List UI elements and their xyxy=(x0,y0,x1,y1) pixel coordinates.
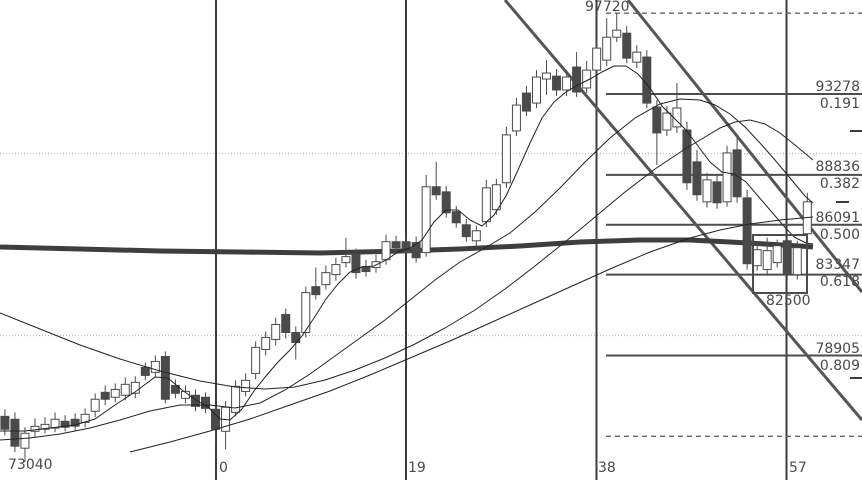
fib-price-label-93278: 93278 xyxy=(815,79,860,95)
fib-ratio-label-0382: 0.382 xyxy=(819,176,860,192)
x-axis-label-0: 0 xyxy=(219,460,228,476)
fib-price-label-83347: 83347 xyxy=(815,257,860,273)
x-axis-label-19: 19 xyxy=(408,460,426,476)
x-axis-label-38: 38 xyxy=(598,460,616,476)
fib-ratio-label-0618: 0.618 xyxy=(819,274,860,290)
swing-low-price-label: 73040 xyxy=(8,457,53,473)
x-axis-label-57: 57 xyxy=(789,460,807,476)
box-price-label-82500: 82500 xyxy=(766,293,811,309)
swing-high-price-label: 97720 xyxy=(585,0,630,15)
fib-price-label-86091: 86091 xyxy=(815,210,860,226)
fib-price-label-88836: 88836 xyxy=(815,159,860,175)
fib-ratio-label-0500: 0.500 xyxy=(819,227,860,243)
fib-price-label-78905: 78905 xyxy=(815,341,860,357)
fib-ratio-label-0809: 0.809 xyxy=(819,358,860,374)
fib-ratio-label-0191: 0.191 xyxy=(819,96,860,112)
